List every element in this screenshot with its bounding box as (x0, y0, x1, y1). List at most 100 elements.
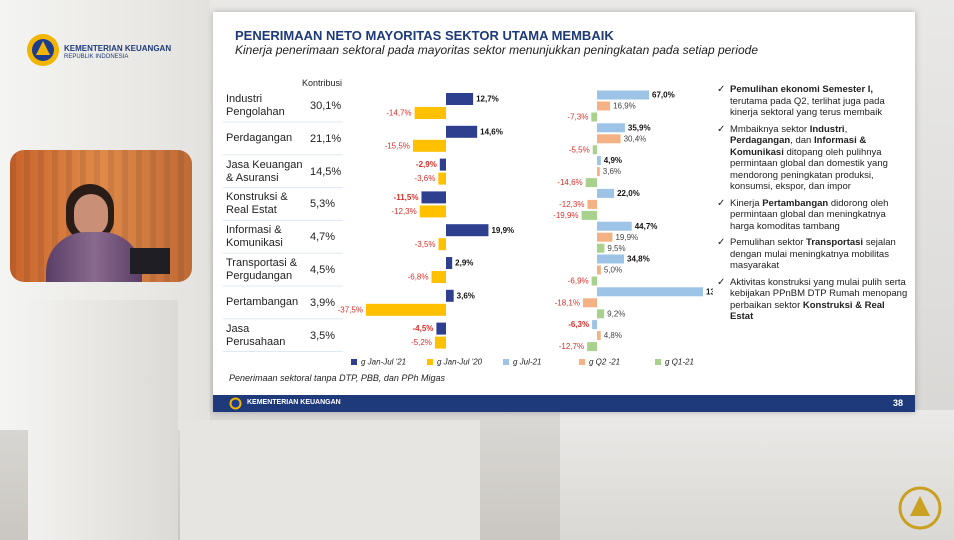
bar (597, 221, 632, 231)
bar (434, 336, 446, 349)
bullet-text: Aktivitas konstruksi yang mulai pulih se… (730, 276, 908, 311)
bullet-text: Kinerja (730, 197, 763, 209)
bullet-text: Pemulihan sektor (730, 237, 807, 248)
block (560, 410, 954, 540)
bullet-item: Kinerja Pertambangan didorong oleh permi… (717, 198, 909, 233)
value-label: -4,5% (412, 324, 433, 333)
bullet-text: , dan (790, 135, 814, 146)
sector-name: Konstruksi & Real Estat (226, 191, 288, 217)
legend-label: g Q2 -21 (589, 358, 620, 367)
value-label: 12,7% (476, 95, 499, 104)
legend-label: g Jul-21 (513, 358, 541, 367)
sector-name: Transportasi & Pergudangan (226, 257, 298, 282)
bullet-list: Pemulihan ekonomi Semester I, terutama p… (717, 84, 909, 328)
bullet-text: ditopang oleh pulihnya permintaan global… (730, 146, 888, 193)
bar (431, 271, 446, 283)
legend-label: g Q1-21 (665, 358, 694, 367)
bar (597, 331, 601, 341)
value-label: 19,9% (491, 226, 514, 235)
bar (366, 303, 446, 316)
value-label: -12,7% (559, 342, 584, 351)
bar (446, 289, 454, 302)
value-label: -12,3% (391, 207, 416, 216)
footer-org: KEMENTERIAN KEUANGAN (247, 399, 341, 406)
value-label: -19,9% (553, 211, 578, 220)
bar (597, 101, 611, 111)
value-label: -37,5% (338, 305, 363, 314)
bullet-text: sejalan dengan mulai meningkatnya mobili… (730, 237, 896, 271)
watermark-logo (898, 486, 942, 530)
bullet-text: , (844, 123, 848, 135)
bullet-text: Pertambangan (762, 197, 829, 209)
bar (597, 243, 605, 253)
bar (587, 199, 597, 209)
value-label: -15,5% (385, 141, 410, 150)
bar (592, 145, 597, 155)
legend-label: g Jan-Jul '21 (361, 358, 406, 367)
contribution: 14,5% (310, 165, 342, 178)
logo (27, 34, 59, 66)
slide-title: PENERIMAAN NETO MAYORITAS SEKTOR UTAMA M… (235, 28, 614, 43)
sector-name: Pertambangan (226, 296, 299, 309)
screen-device (130, 248, 170, 274)
face (74, 194, 108, 236)
value-label: 16,9% (613, 102, 636, 111)
footer-logo (229, 397, 242, 410)
org-name: KEMENTERIAN KEUANGAN (64, 44, 172, 53)
bar (597, 265, 601, 275)
contribution: 3,9% (310, 296, 336, 309)
bullet-item: Mmbaiknya sektor Industri, Perdagangan, … (717, 124, 909, 193)
bullet-text: Industri (809, 123, 845, 135)
bar (587, 342, 597, 352)
bullet-item: Aktivitas konstruksi yang mulai pulih se… (717, 277, 909, 323)
bullet-text: terutama pada Q2, terlihat juga pada kin… (730, 95, 885, 119)
bar (439, 158, 446, 171)
bar (582, 298, 597, 308)
value-label: -11,5% (394, 193, 419, 202)
bar-chart: 12,7% 14,6% -2,9% -11,5% 19,9% 2,9% 3,6% -4,5% -… (223, 90, 713, 367)
contribution: 30,1% (310, 100, 342, 112)
bar (421, 191, 446, 204)
value-label: -6,9% (568, 277, 589, 286)
sector-name: Industri Pengolahan (226, 93, 285, 118)
bar (592, 320, 597, 330)
bullet-text: didorong oleh permintaan global dan meni… (730, 197, 889, 232)
contribution: 4,7% (310, 231, 336, 244)
contribution: 3,5% (310, 329, 336, 342)
value-label: 3,6% (457, 291, 475, 300)
bullet-text: Transportasi (806, 237, 864, 248)
bar (581, 210, 597, 220)
value-label: -7,3% (567, 113, 588, 122)
sector-name: Perdagangan (226, 132, 293, 145)
contribution: 21,1% (310, 132, 342, 145)
footer-bar: KEMENTERIAN KEUANGAN 38 (213, 395, 915, 412)
bar (436, 322, 446, 335)
value-label: 22,0% (617, 189, 640, 198)
value-label: 35,9% (628, 123, 651, 132)
speaker-video (10, 150, 192, 282)
org-sub: REPUBLIK INDONESIA (64, 54, 129, 60)
bar (585, 178, 597, 188)
bar (597, 167, 600, 177)
value-label: -6,3% (568, 320, 589, 329)
bullet-text: Informasi & Komunikasi (730, 135, 867, 158)
bar (597, 90, 650, 100)
value-label: 9,5% (607, 244, 625, 253)
body (46, 232, 142, 282)
legend-swatch (655, 359, 661, 365)
footnote: Penerimaan sektoral tanpa DTP, PBB, dan … (229, 373, 445, 383)
slide-subtitle: Kinerja penerimaan sektoral pada mayorit… (235, 43, 758, 57)
value-label: 3,6% (603, 167, 621, 176)
bar (414, 107, 446, 119)
bar (597, 156, 601, 166)
slide: PENERIMAAN NETO MAYORITAS SEKTOR UTAMA M… (213, 12, 915, 412)
legend-swatch (503, 359, 509, 365)
bar (597, 232, 613, 242)
value-label: 34,8% (627, 255, 650, 264)
bar (438, 172, 446, 185)
page-number: 38 (892, 398, 903, 408)
bar (591, 276, 597, 286)
legend-swatch (351, 359, 357, 365)
value-label: -3,5% (415, 240, 436, 249)
contribution-header: Kontribusi (302, 78, 343, 88)
